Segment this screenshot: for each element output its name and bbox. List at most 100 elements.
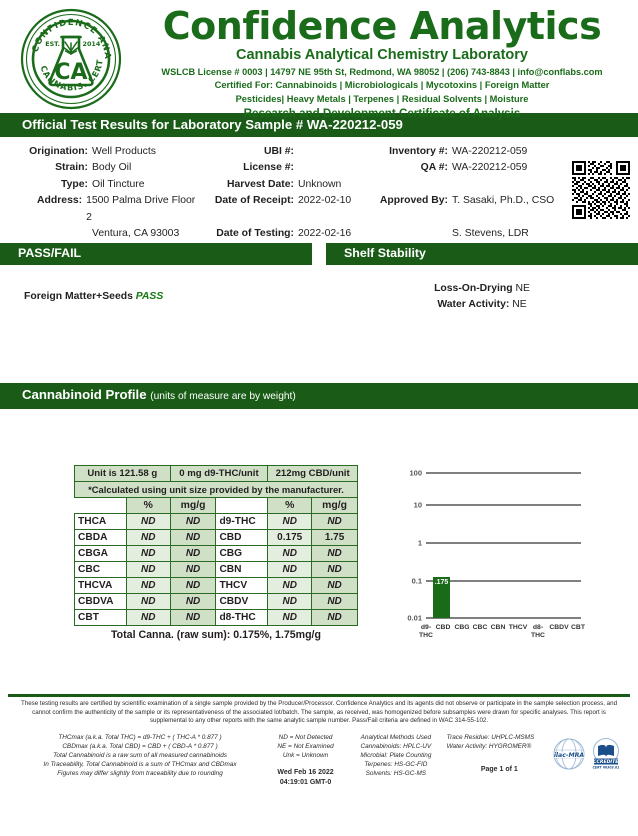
info-value: Well Products [92, 146, 156, 157]
formula-line: THCmax (a.k.a. Total THC) = d9-THC + ( T… [58, 733, 222, 741]
unit-note-row: *Calculated using unit size provided by … [74, 481, 358, 498]
info-value: 2022-02-10 [298, 195, 352, 207]
logo-container: CONFIDENCE ANALYTICS CANNABIS. CERTIFIED… [6, 4, 136, 111]
page-number: Page 1 of 1 [480, 765, 518, 773]
accredited-cert-number: CERT #0303.01 [593, 765, 620, 769]
info-value [294, 144, 298, 160]
analyte-pct: ND [125, 593, 171, 610]
footer-residue: Trace Residue: UHPLC-MSMS Water Activity… [447, 733, 552, 788]
unit-cell-size: Unit is 121.58 g [74, 465, 171, 482]
analyte-pct: ND [125, 545, 171, 562]
total-cannabinoids: Total Canna. (raw sum): 0.175%, 1.75mg/g [111, 629, 321, 641]
analyte-mgg: ND [311, 593, 358, 610]
ytick-label: 0.1 [412, 577, 422, 586]
info-value: WA-220212-059 [452, 146, 528, 157]
ytick-label: 1 [418, 539, 422, 548]
methods-line: Cannabinoids: HPLC-UV [360, 742, 432, 750]
sample-title-bar: Official Test Results for Laboratory Sam… [0, 113, 638, 137]
analyte-name: d9-THC [215, 513, 269, 530]
xtick-label: d9- [421, 624, 431, 631]
methods-line: Terpenes: HS-GC-FID [364, 760, 428, 768]
xtick-label: CBT [571, 624, 586, 631]
masthead: CONFIDENCE ANALYTICS CANNABIS. CERTIFIED… [0, 0, 638, 120]
analyte-name: CBG [215, 545, 269, 562]
formula-line: Figures may differ slightly from traceab… [57, 769, 223, 777]
info-label: Address: [37, 195, 83, 207]
info-label [0, 226, 88, 242]
ytick-label: 0.01 [407, 614, 422, 623]
passfail-shelf-section: PASS/FAIL Foreign Matter+Seeds PASS Shel… [0, 243, 638, 339]
info-label: Harvest Date: [227, 178, 294, 190]
footer-legend: ND = Not Detected NE = Not Examined Unk … [266, 733, 345, 788]
analyte-name: CBDA [74, 529, 127, 546]
passfail-heading: PASS/FAIL [0, 243, 312, 265]
table-row: THCVA ND ND THCV ND ND [74, 577, 358, 594]
info-label: UBI #: [263, 146, 294, 157]
footer-badges: ilac-MRA ACCREDITED CERT #0303.01 [552, 733, 624, 788]
ilac-mra-badge-icon: ilac-MRA [553, 738, 585, 770]
xtick-label: THCV [509, 624, 528, 631]
xtick-label: CBDV [549, 624, 569, 631]
info-label: QA #: [420, 162, 448, 174]
report-timestamp-line-1: Wed Feb 16 2022 [277, 768, 334, 776]
cannabinoid-bar-chart: 100 10 1 0.1 0.01 .175 d9- THC CBD CBG C… [396, 459, 606, 638]
shelf-row-value: NE [515, 283, 530, 294]
info-label: Strain: [55, 162, 88, 174]
ilac-mra-label: ilac-MRA [554, 752, 585, 759]
xtick-label: CBD [436, 624, 451, 631]
info-value: WA-220212-059 [452, 162, 528, 174]
ytick-label: 10 [414, 501, 422, 510]
header-blank-right [215, 497, 269, 514]
analyte-pct: ND [125, 577, 171, 594]
methods-line: Microbial: Plate Counting [360, 751, 432, 759]
analyte-name: d8-THC [215, 609, 269, 626]
footer-methods: Analytical Methods Used Cannabinoids: HP… [345, 733, 447, 788]
brand-tagline: Cannabis Analytical Chemistry Laboratory [236, 47, 528, 63]
footer-formulas: THCmax (a.k.a. Total THC) = d9-THC + ( T… [14, 733, 266, 788]
shelf-row: Water Activity: NE [326, 297, 638, 313]
analyte-pct: ND [267, 609, 313, 626]
qr-code [572, 161, 630, 219]
analyte-name: CBDV [215, 593, 269, 610]
info-value: Ventura, CA 93003 [92, 228, 180, 240]
shelf-row-label: Loss-On-Drying [434, 283, 513, 294]
analyte-name: CBC [74, 561, 127, 578]
footer-divider [8, 694, 630, 697]
header-mgg-right: mg/g [311, 497, 358, 514]
unit-cell-thc: 0 mg d9-THC/unit [169, 465, 269, 482]
unit-note: *Calculated using unit size provided by … [74, 481, 358, 498]
analyte-name: CBN [215, 561, 269, 578]
cannabinoid-profile-note: (units of measure are by weight) [150, 391, 296, 402]
legend-line: Unk = Unknown [282, 751, 329, 759]
cannabinoid-table: Unit is 121.58 g 0 mg d9-THC/unit 212mg … [74, 465, 358, 626]
cannabinoid-profile-title: Cannabinoid Profile [22, 387, 147, 402]
info-label: Approved By: [379, 195, 448, 207]
masthead-text: Confidence Analytics Cannabis Analytical… [136, 4, 632, 121]
analyte-name: THCA [74, 513, 127, 530]
analyte-mgg: ND [311, 577, 358, 594]
table-row: CBC ND ND CBN ND ND [74, 561, 358, 578]
info-label: Date of Testing: [216, 228, 294, 240]
analyte-mgg: ND [311, 545, 358, 562]
shelf-row-label: Water Activity: [437, 299, 510, 310]
footer-disclaimer: These testing results are certified by s… [20, 700, 618, 725]
info-value [448, 177, 452, 193]
methods-line: Solvents: HS-GC-MS [365, 769, 427, 777]
footer: These testing results are certified by s… [0, 700, 638, 788]
info-row: Address: 1500 Palma Drive Floor 2 Date of… [0, 193, 638, 226]
header-pct-left: % [125, 497, 171, 514]
xtick-label: THC [531, 632, 545, 637]
report-timestamp-line-2: 04:19:01 GMT-0 [279, 778, 332, 786]
status-badge: PASS [135, 291, 164, 302]
table-row: THCA ND ND d9-THC ND ND [74, 513, 358, 530]
info-value [294, 160, 298, 176]
shelf-stability-panel: Shelf Stability Loss-On-Drying NE Water … [326, 243, 638, 339]
unit-cell-cbd: 212mg CBD/unit [267, 465, 358, 482]
analyte-pct: ND [267, 561, 313, 578]
passfail-panel: PASS/FAIL Foreign Matter+Seeds PASS [0, 243, 312, 339]
company-seal-icon: CONFIDENCE ANALYTICS CANNABIS. CERTIFIED… [19, 7, 123, 111]
svg-text:2014: 2014 [83, 40, 101, 48]
cannabinoid-table-wrap: Unit is 121.58 g 0 mg d9-THC/unit 212mg … [74, 465, 374, 641]
formula-line: CBDmax (a.k.a. Total CBD) = CBD + ( CBD-… [62, 742, 218, 750]
xtick-label: CBG [454, 624, 469, 631]
